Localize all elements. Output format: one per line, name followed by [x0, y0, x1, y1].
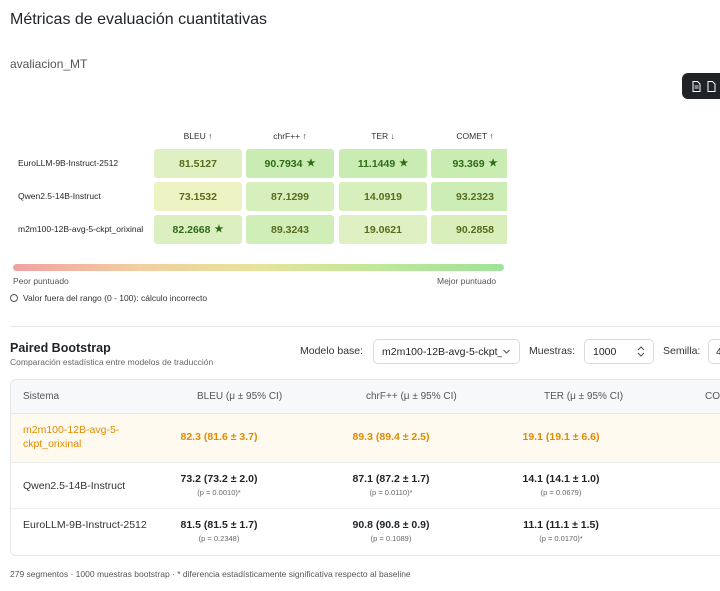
star-icon: ★ [214, 224, 224, 235]
star-icon: ★ [488, 158, 498, 169]
metric-value: 89.3243 [271, 223, 309, 236]
metric-value: 93.2323 [456, 190, 494, 203]
bootstrap-title: Paired Bootstrap [10, 341, 111, 355]
metric-cell: 73.1532 [154, 182, 242, 211]
seed-input[interactable]: 4 [708, 339, 720, 364]
metric-cell: 82.2668 ★ [154, 215, 242, 244]
bootstrap-subtitle: Comparación estadística entre modelos de… [10, 357, 214, 367]
metric-value: 81.5127 [179, 157, 217, 170]
metric-column-header[interactable]: TER ↓ [371, 131, 395, 141]
metric-cell: 19.0621 [339, 215, 427, 244]
bootstrap-table: Sistema BLEU (μ ± 95% CI) chrF++ (μ ± 95… [10, 379, 720, 556]
p-value: (p = 0.2348) [198, 534, 240, 543]
ci-value: 90.8 (90.8 ± 0.9) [352, 519, 430, 531]
out-of-range-note-text: Valor fuera del rango (0 - 100): cálculo… [23, 293, 208, 303]
base-model-select[interactable]: m2m100-12B-avg-5-ckpt_orixinal [373, 339, 520, 364]
header-comet: CO [705, 391, 720, 402]
ci-value: 87.1 (87.2 ± 1.7) [352, 473, 430, 485]
page-subtitle: avaliacion_MT [10, 57, 88, 71]
p-value: (p = 0.0170)* [539, 534, 583, 543]
metric-value: 14.0919 [364, 190, 402, 203]
document-icon [707, 80, 716, 92]
metric-column-header[interactable]: COMET ↑ [456, 131, 494, 141]
p-value: (p = 0.0679) [540, 488, 582, 497]
seed-label: Semilla: [663, 345, 701, 357]
system-name: m2m100-12B-avg-5-ckpt_orixinal [23, 424, 120, 450]
metric-cell: 93.2323 [431, 182, 507, 211]
header-chrf: chrF++ (μ ± 95% CI) [366, 391, 457, 402]
p-value: (p = 0.1089) [370, 534, 412, 543]
table-row: EuroLLM-9B-Instruct-2512 81.5 (81.5 ± 1.7… [11, 509, 720, 555]
ci-value: 11.1 (11.1 ± 1.5) [523, 519, 599, 531]
table-row: Qwen2.5-14B-Instruct 73.2 (73.2 ± 2.0) (p … [11, 463, 720, 509]
header-bleu: BLEU (μ ± 95% CI) [197, 391, 283, 402]
ci-value: 82.3 (81.6 ± 3.7) [180, 431, 258, 443]
metric-column-header[interactable]: BLEU ↑ [183, 131, 213, 141]
metric-column-header[interactable]: chrF++ ↑ [273, 131, 307, 141]
stepper-arrows-icon[interactable] [637, 345, 645, 358]
ci-value: 9 [666, 526, 720, 538]
samples-value: 1000 [593, 345, 617, 358]
system-name: EuroLLM-9B-Instruct-2512 [23, 519, 147, 531]
header-ter: TER (μ ± 95% CI) [544, 391, 624, 402]
ci-value: 89.3 (89.4 ± 2.5) [352, 431, 430, 443]
table-header: Sistema BLEU (μ ± 95% CI) chrF++ (μ ± 95… [11, 380, 720, 414]
metric-value: 90.7934 [264, 157, 303, 170]
metric-cell: 93.369 ★ [431, 149, 507, 178]
metric-value: 87.1299 [271, 190, 309, 203]
metric-row-label: Qwen2.5-14B-Instruct [18, 191, 101, 201]
system-name: Qwen2.5-14B-Instruct [23, 480, 126, 492]
ci-value: 9 [666, 480, 720, 492]
ci-value: 14.1 (14.1 ± 1.0) [522, 473, 600, 485]
star-icon: ★ [399, 158, 409, 169]
samples-stepper[interactable]: 1000 [584, 339, 654, 364]
metric-value: 90.2858 [456, 223, 494, 236]
metrics-grid: BLEU ↑ chrF++ ↑ TER ↓ COMET ↑ EuroLLM-9B-Ins… [0, 125, 720, 245]
circle-icon [10, 294, 18, 302]
table-row: m2m100-12B-avg-5-ckpt_orixinal 82.3 (81.6… [11, 414, 720, 463]
export-button[interactable] [682, 73, 720, 99]
star-icon: ★ [306, 158, 316, 169]
section-divider [10, 326, 720, 327]
metric-row-label: EuroLLM-9B-Instruct-2512 [18, 158, 119, 168]
metric-cell: 14.0919 [339, 182, 427, 211]
base-model-value: m2m100-12B-avg-5-ckpt_orixinal [382, 345, 502, 358]
metric-cell: 89.3243 [246, 215, 334, 244]
out-of-range-note: Valor fuera del rango (0 - 100): cálculo… [10, 293, 207, 303]
metric-cell: 90.7934 ★ [246, 149, 334, 178]
scale-worst-label: Peor puntuado [13, 276, 69, 286]
table-footer: 279 segmentos · 1000 muestras bootstrap … [10, 569, 411, 579]
metric-value: 11.1449 [357, 157, 396, 170]
seed-value: 4 [716, 345, 720, 358]
metric-cell: 11.1449 ★ [339, 149, 427, 178]
score-scale-bar [13, 264, 504, 271]
ci-value: 81.5 (81.5 ± 1.7) [180, 519, 258, 531]
metric-row-label: m2m100-12B-avg-5-ckpt_orixinal [18, 224, 144, 234]
p-value: (p = 0.0010)* [197, 488, 241, 497]
ci-value: 19.1 (19.1 ± 6.6) [522, 431, 600, 443]
header-system: Sistema [23, 391, 60, 402]
samples-label: Muestras: [529, 345, 576, 357]
metric-value: 93.369 [452, 157, 485, 170]
metric-cell: 81.5127 [154, 149, 242, 178]
metric-cell: 87.1299 [246, 182, 334, 211]
ci-value: 73.2 (73.2 ± 2.0) [180, 473, 258, 485]
document-icon [692, 80, 701, 92]
metric-value: 73.1532 [179, 190, 217, 203]
base-model-label: Modelo base: [300, 345, 364, 357]
scale-best-label: Mejor puntuado [437, 276, 497, 286]
metric-value: 19.0621 [364, 223, 402, 236]
metric-cell: 90.2858 [431, 215, 507, 244]
ci-value: 9 [666, 431, 720, 443]
chevron-down-icon [503, 349, 510, 354]
metric-value: 82.2668 [172, 223, 211, 236]
p-value: (p = 0.0110)* [369, 488, 413, 497]
page-title: Métricas de evaluación cuantitativas [10, 11, 268, 28]
